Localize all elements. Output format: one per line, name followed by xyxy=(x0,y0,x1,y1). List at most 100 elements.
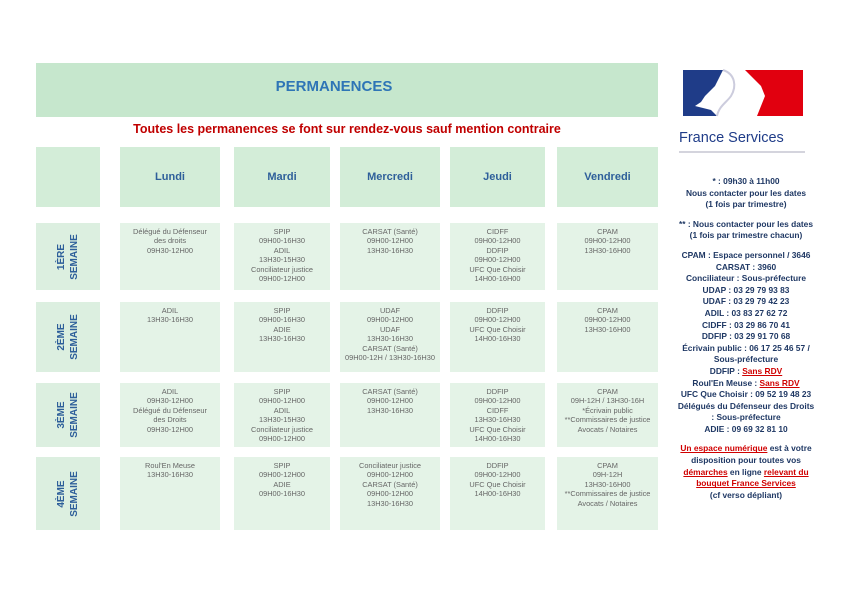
cell-line: CPAM xyxy=(597,387,618,396)
text: Écrivain public : 06 17 25 46 57 / xyxy=(682,342,810,353)
cell: CPAM 09H00-12H00 13H30-16H00 xyxy=(557,223,658,290)
contact-line: Écrivain public : 06 17 25 46 57 / xyxy=(662,343,830,355)
contact-line: ADIE : 09 69 32 81 10 xyxy=(662,424,830,436)
cell-line: Avocats / Notaires xyxy=(577,498,638,508)
column-header: Lundi xyxy=(120,147,220,207)
logo: France Services xyxy=(679,69,805,153)
contact-line: ADIL : 03 83 27 62 72 xyxy=(662,308,830,320)
cell-line: 13H30-16H30 xyxy=(366,245,414,255)
cell: DDFIP 09H00-12H00 UFC Que Choisir 14H00-16H… xyxy=(450,302,545,372)
cell-line: 09H-12H xyxy=(592,470,623,480)
cell-line: CARSAT (Santé) xyxy=(362,227,418,236)
contact-line: Sous-préfecture xyxy=(662,354,830,366)
cell-line: Délégué du Défenseur xyxy=(133,405,207,415)
cell-line: ADIL xyxy=(273,405,291,415)
cell: SPIP 09H00-16H30 ADIL 13H30-15H30 Conciliate… xyxy=(234,223,330,290)
contact-line: Roul'En Meuse : Sans RDV xyxy=(662,378,830,390)
cell-line: 09H00-12H00 xyxy=(366,489,414,499)
cell-line: 09H00-16H30 xyxy=(258,489,306,499)
cell-line: ADIE xyxy=(273,479,291,489)
contact-line: bouquet France Services xyxy=(662,478,830,490)
cell-line: 13H30-16H00 xyxy=(584,479,631,489)
contact-line: CPAM : Espace personnel / 3646 xyxy=(662,250,830,262)
cell-line: DDFIP xyxy=(486,387,509,396)
text: DDFIP : 03 29 91 70 68 xyxy=(701,331,791,342)
row-label-line: 1ÈRE xyxy=(56,243,67,270)
contact-group: ** : Nous contacter pour les dates (1 foi… xyxy=(662,219,830,242)
row-header: 2ÈME SEMAINE xyxy=(36,302,100,372)
row-label: 1ÈRE SEMAINE xyxy=(55,234,81,280)
row-label-line: 2ÈME xyxy=(56,323,67,351)
contact-line: (1 fois par trimestre chacun) xyxy=(662,230,830,242)
column-header: Vendredi xyxy=(557,147,658,207)
cell: DDFIP 09H00-12H00 UFC Que Choisir 14H00-16H… xyxy=(450,457,545,530)
cell-line: 09H00-12H00 xyxy=(258,396,306,406)
logo-blue xyxy=(683,70,723,116)
cell-line: 14H00-16H30 xyxy=(474,434,521,444)
contact-line: UDAP : 03 29 79 93 83 xyxy=(662,285,830,297)
cell: ADIL 13H30-16H30 xyxy=(120,302,220,372)
cell-line: 09H00-16H30 xyxy=(258,236,306,246)
contact-group: Un espace numérique est à votre dispositi… xyxy=(662,443,830,501)
cell-line: des droits xyxy=(153,236,187,246)
cell-line: 09H00-12H00 xyxy=(258,434,306,444)
cell-line: UFC Que Choisir xyxy=(469,324,526,334)
cell-line: ADIL xyxy=(273,245,291,255)
contact-panel: * : 09h30 à 11h00 Nous contacter pour les… xyxy=(662,176,830,509)
cell-line: UDAF xyxy=(379,324,401,334)
cell-line: 09H00-12H00 xyxy=(474,255,521,265)
row-label-line: 3ÈME xyxy=(56,401,67,429)
cell: Roul'En Meuse 13H30-16H30 xyxy=(120,457,220,530)
contact-line: disposition pour toutes vos xyxy=(662,455,830,467)
cell-line: 13H30-15H30 xyxy=(258,415,306,425)
cell-line: Délégué du Défenseur xyxy=(133,227,207,236)
cell-line: *Écrivain public xyxy=(582,405,633,415)
row-label-line: SEMAINE xyxy=(69,314,80,360)
logo-profile xyxy=(716,69,736,117)
text: * : 09h30 à 11h00 xyxy=(712,176,780,186)
column-header: Mercredi xyxy=(340,147,440,207)
cell-line: 09H00-12H00 xyxy=(474,236,521,246)
text: Nous contacter pour les dates xyxy=(685,187,807,198)
contact-line: (cf verso dépliant) xyxy=(662,490,830,502)
cell-line: DDFIP xyxy=(486,461,509,470)
cell-line: 09H00-12H00 xyxy=(584,315,631,325)
cell-line: 09H30-12H00 xyxy=(146,396,194,406)
cell-line: 13H30-16H00 xyxy=(584,245,631,255)
cell-line: 09H00-12H00 xyxy=(366,236,414,246)
cell-line: ADIE xyxy=(273,324,291,334)
cell-line: 09H-12H / 13H30-16H xyxy=(570,396,645,406)
text: (1 fois par trimestre) xyxy=(705,199,787,210)
text: ** : Nous contacter pour les dates xyxy=(678,218,814,229)
cell-line: ADIL xyxy=(161,306,179,315)
cell: CIDFF 09H00-12H00 DDFIP 09H00-12H00 UFC Que … xyxy=(450,223,545,290)
header-corner xyxy=(36,147,100,207)
cell: CARSAT (Santé) 09H00-12H00 13H30-16H30 xyxy=(340,383,440,447)
cell-line: 13H30-16H30 xyxy=(366,405,414,415)
cell-line: CARSAT (Santé) xyxy=(362,343,418,353)
text: ADIL : 03 83 27 62 72 xyxy=(704,307,788,318)
column-header: Jeudi xyxy=(450,147,545,207)
cell-line: 09H30-12H00 xyxy=(146,424,194,434)
contact-line: * : 09h30 à 11h00 xyxy=(662,176,830,188)
cell: ADIL 09H30-12H00 Délégué du Défenseur des D… xyxy=(120,383,220,447)
cell-line: 09H30-12H00 xyxy=(146,245,194,255)
cell-line: 13H30-15H30 xyxy=(258,255,306,265)
cell-line: 13H30-16H30 xyxy=(146,315,194,325)
highlight: Sans RDV xyxy=(742,365,783,376)
text: Délégués du Défenseur des Droits xyxy=(677,400,815,411)
highlight: Un espace numérique xyxy=(680,443,768,454)
cell-line: 14H00-16H30 xyxy=(474,489,521,499)
cell: CARSAT (Santé) 09H00-12H00 13H30-16H30 xyxy=(340,223,440,290)
contact-group: CPAM : Espace personnel / 3646 CARSAT : 3… xyxy=(662,250,830,436)
text: ADIE : 09 69 32 81 10 xyxy=(704,423,788,434)
cell: CPAM 09H00-12H00 13H30-16H00 xyxy=(557,302,658,372)
cell-line: 09H00-12H00 xyxy=(474,396,521,406)
contact-line: UFC Que Choisir : 09 52 19 48 23 xyxy=(662,389,830,401)
text: UFC Que Choisir : 09 52 19 48 23 xyxy=(680,389,812,400)
cell-line: 14H00-16H30 xyxy=(474,334,521,344)
cell-line: UFC Que Choisir xyxy=(469,264,526,274)
cell-line: CIDFF xyxy=(486,405,509,415)
cell: SPIP 09H00-16H30 ADIE 13H30-16H30 xyxy=(234,302,330,372)
highlight: démarches xyxy=(683,466,728,477)
